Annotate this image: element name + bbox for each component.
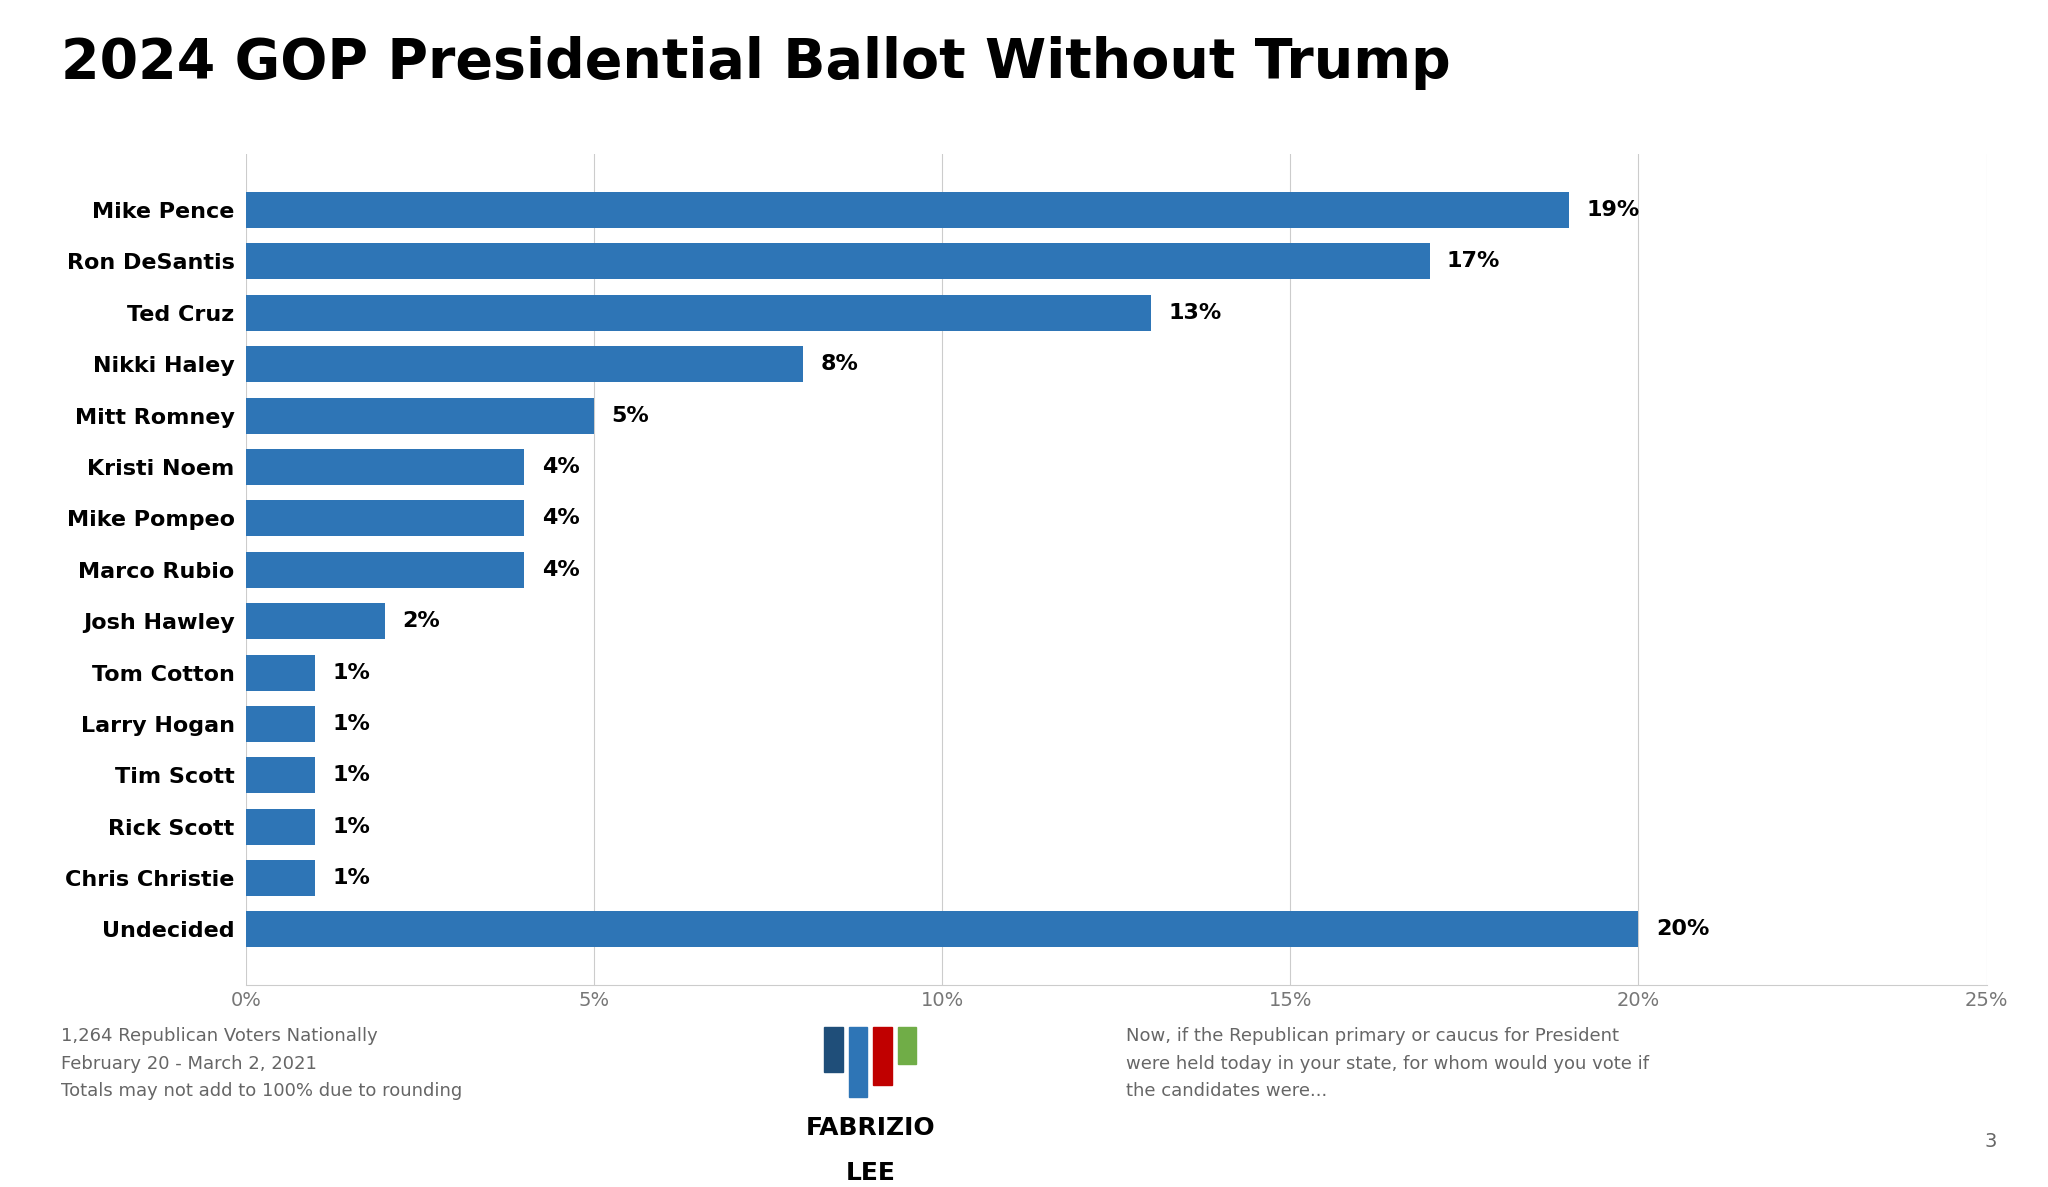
Text: 1%: 1% [332, 662, 371, 683]
Text: 5%: 5% [610, 406, 649, 426]
Text: 20%: 20% [1655, 920, 1710, 939]
Bar [246, 603, 385, 639]
Text: 1,264 Republican Voters Nationally
February 20 - March 2, 2021
Totals may not ad: 1,264 Republican Voters Nationally Febru… [61, 1027, 463, 1100]
Text: 19%: 19% [1587, 201, 1640, 220]
Text: 1%: 1% [332, 766, 371, 786]
Text: 1%: 1% [332, 868, 371, 888]
Bar [246, 552, 524, 588]
Text: 4%: 4% [541, 560, 580, 579]
Bar [246, 294, 1151, 331]
Text: 2%: 2% [401, 611, 440, 631]
Text: 13%: 13% [1167, 303, 1223, 323]
Text: FABRIZIO: FABRIZIO [805, 1116, 936, 1140]
Bar [246, 808, 315, 845]
Text: 8%: 8% [819, 354, 858, 374]
Bar [246, 449, 524, 485]
Bar [246, 347, 803, 382]
Bar [246, 757, 315, 793]
Bar [246, 912, 1638, 947]
Bar [246, 706, 315, 742]
Bar [246, 398, 594, 433]
Bar [246, 654, 315, 691]
Text: 4%: 4% [541, 457, 580, 477]
Text: 1%: 1% [332, 713, 371, 734]
Text: 1%: 1% [332, 817, 371, 837]
Bar [246, 243, 1430, 279]
Text: Now, if the Republican primary or caucus for President
were held today in your s: Now, if the Republican primary or caucus… [1126, 1027, 1649, 1100]
Text: LEE: LEE [846, 1161, 895, 1185]
Text: 2024 GOP Presidential Ballot Without Trump: 2024 GOP Presidential Ballot Without Tru… [61, 36, 1452, 89]
Text: 4%: 4% [541, 508, 580, 528]
Bar [246, 861, 315, 896]
Text: 17%: 17% [1446, 252, 1501, 272]
Text: 3: 3 [1985, 1132, 1997, 1151]
Bar [246, 501, 524, 537]
Bar [246, 192, 1569, 228]
